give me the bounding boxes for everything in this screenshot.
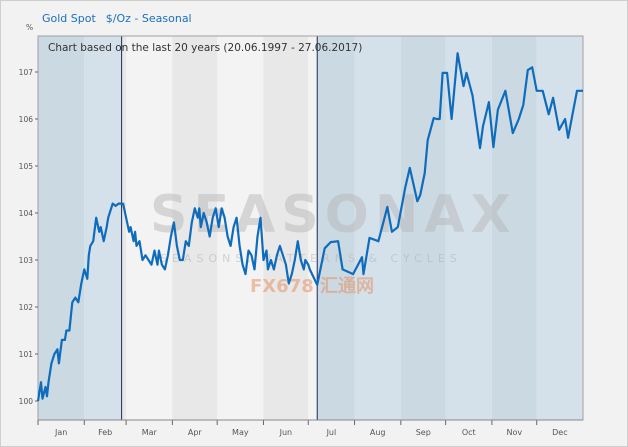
- x-axis: Jan Feb Mar Apr May Jun Jul Aug Sep Oct Nov Dec: [37, 419, 583, 437]
- chart-subtitle: Chart based on the last 20 years (20.06.…: [48, 42, 362, 54]
- month-band-jul: [308, 36, 318, 420]
- month-band-aug: [354, 36, 401, 420]
- x-tick-label: Aug: [370, 428, 386, 437]
- x-tick-label: Mar: [142, 428, 158, 437]
- instrument-name[interactable]: Gold Spot: [42, 12, 96, 25]
- seasonal-line: [36, 52, 583, 402]
- unit-label: $/Oz - Seasonal: [105, 12, 192, 25]
- month-band-mar: [126, 36, 173, 420]
- month-band-jul: [317, 36, 355, 420]
- month-band-feb: [84, 36, 122, 420]
- x-tick-label: Sep: [416, 428, 431, 437]
- y-tick-label: 104: [19, 209, 34, 218]
- y-tick-label: 105: [19, 162, 34, 171]
- y-axis: 100 101 102 103 104 105 106 107: [19, 68, 38, 406]
- y-tick-label: 107: [19, 68, 34, 77]
- month-band-may: [217, 36, 264, 420]
- x-tick-label: Jul: [326, 428, 337, 437]
- window-markers: [121, 36, 318, 420]
- watermark: SEASONAX SEASONS, PATTERNS & CYCLES FX67…: [150, 185, 511, 297]
- x-tick-label: Jan: [54, 428, 67, 437]
- watermark-tagline: SEASONS, PATTERNS & CYCLES: [160, 252, 462, 265]
- y-tick-label: 102: [19, 303, 34, 312]
- y-axis-label: %: [26, 23, 33, 32]
- x-tick-label: Dec: [552, 428, 567, 437]
- x-tick-label: Feb: [98, 428, 112, 437]
- x-tick-label: Nov: [507, 428, 523, 437]
- month-band-sep: [400, 36, 446, 420]
- y-tick-label: 100: [19, 397, 34, 406]
- x-tick-label: May: [232, 428, 249, 437]
- watermark-overlay: FX678 汇通网: [250, 276, 374, 297]
- x-tick-label: Oct: [462, 428, 476, 437]
- y-tick-label: 101: [19, 350, 34, 359]
- month-band-feb: [121, 36, 127, 420]
- x-tick-label: Jun: [279, 428, 293, 437]
- month-band-jun: [263, 36, 309, 420]
- chart-title: Gold Spot $/Oz - Seasonal: [42, 12, 202, 25]
- y-tick-label: 103: [19, 256, 34, 265]
- month-band-jan: [38, 36, 85, 420]
- y-tick-label: 106: [19, 115, 34, 124]
- month-bands: [38, 36, 583, 420]
- x-tick-label: Apr: [188, 428, 203, 437]
- month-band-apr: [172, 36, 218, 420]
- month-band-nov: [491, 36, 537, 420]
